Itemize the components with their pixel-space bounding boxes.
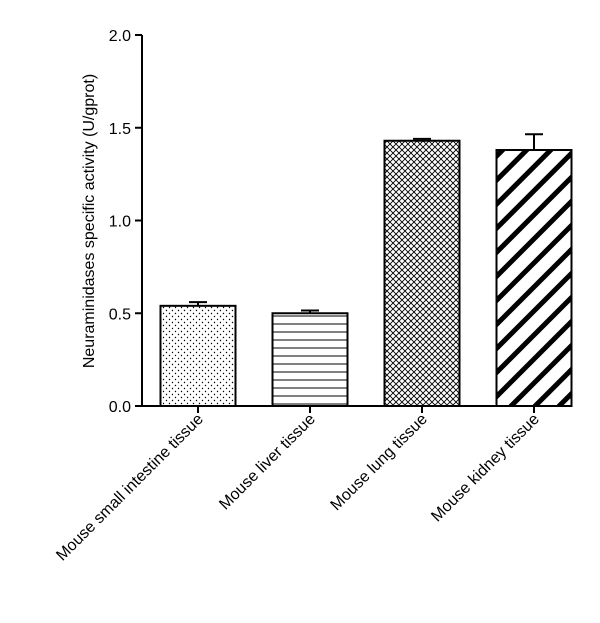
- y-tick-label: 0.0: [109, 399, 131, 416]
- category-label-1: Mouse small intestine tissue: [53, 411, 207, 565]
- y-axis: 0.0 0.5 1.0 1.5 2.0: [109, 28, 143, 416]
- bar-4: [495, 149, 573, 407]
- x-axis: [141, 405, 572, 413]
- category-label-3: Mouse lung tissue: [328, 411, 431, 514]
- category-labels: Mouse small intestine tissue Mouse liver …: [53, 411, 543, 565]
- y-ticks: 0.0 0.5 1.0 1.5 2.0: [109, 28, 142, 416]
- bar-3: [383, 139, 461, 408]
- y-axis-title: Neuraminidases specific activity (U/gpro…: [81, 74, 98, 368]
- y-tick-label: 1.5: [109, 121, 131, 138]
- y-tick-label: 1.0: [109, 214, 131, 231]
- category-label-4: Mouse kidney tissue: [428, 411, 543, 526]
- y-tick-label: 2.0: [109, 28, 131, 45]
- error-bars: [189, 133, 543, 314]
- category-label-2: Mouse liver tissue: [216, 411, 319, 514]
- bars: [159, 139, 573, 408]
- y-tick-label: 0.5: [109, 306, 131, 323]
- bar-2: [271, 312, 349, 407]
- x-ticks: [197, 406, 535, 413]
- bar-1: [159, 304, 237, 407]
